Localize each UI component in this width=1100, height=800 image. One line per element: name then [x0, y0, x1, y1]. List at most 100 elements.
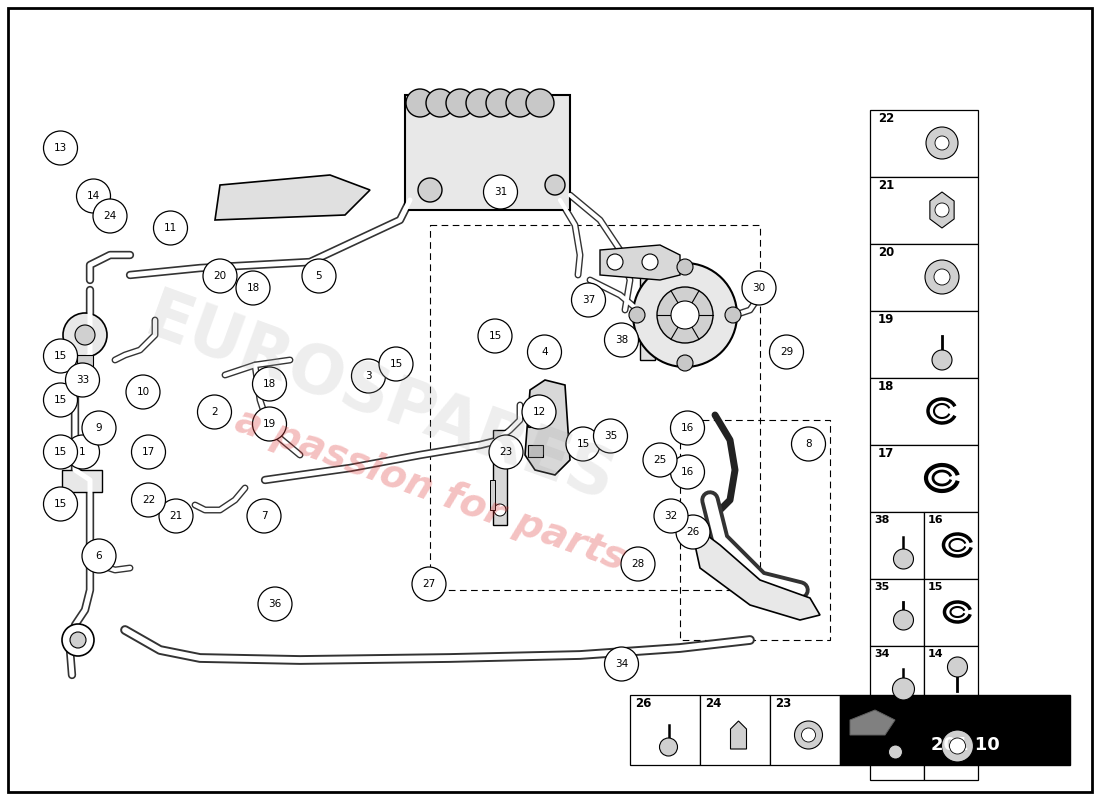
Text: 15: 15: [488, 331, 502, 341]
Bar: [870, 311, 978, 378]
Circle shape: [406, 89, 434, 117]
Text: 7: 7: [261, 511, 267, 521]
Bar: [528, 445, 543, 457]
Text: 16: 16: [681, 423, 694, 433]
Polygon shape: [214, 175, 370, 220]
Circle shape: [44, 435, 77, 469]
Text: 24: 24: [103, 211, 117, 221]
Text: 20: 20: [878, 246, 894, 259]
Bar: [924, 512, 978, 579]
Circle shape: [660, 738, 678, 756]
Circle shape: [258, 587, 292, 621]
Circle shape: [770, 335, 803, 369]
Text: 11: 11: [164, 223, 177, 233]
Polygon shape: [600, 245, 680, 280]
Circle shape: [802, 728, 815, 742]
Circle shape: [926, 127, 958, 159]
Text: 31: 31: [494, 187, 507, 197]
Text: 38: 38: [615, 335, 628, 345]
Circle shape: [671, 301, 698, 329]
Text: 32: 32: [664, 511, 678, 521]
Circle shape: [198, 395, 231, 429]
Bar: [493, 430, 507, 525]
Bar: [77, 355, 94, 367]
Circle shape: [160, 499, 192, 533]
Circle shape: [94, 199, 126, 233]
Circle shape: [942, 730, 974, 762]
Text: 12: 12: [532, 407, 546, 417]
Circle shape: [44, 131, 77, 165]
Text: 13: 13: [54, 143, 67, 153]
Circle shape: [629, 307, 645, 323]
Text: 33: 33: [76, 375, 89, 385]
Circle shape: [594, 419, 627, 453]
Circle shape: [522, 395, 556, 429]
Circle shape: [62, 624, 94, 656]
Text: 34: 34: [874, 649, 890, 659]
Bar: [700, 695, 770, 765]
Circle shape: [236, 271, 270, 305]
Circle shape: [126, 375, 160, 409]
Text: 19: 19: [263, 419, 276, 429]
Circle shape: [935, 203, 949, 217]
Text: 16: 16: [681, 467, 694, 477]
Circle shape: [544, 175, 565, 195]
Text: 10: 10: [136, 387, 150, 397]
Text: 18: 18: [246, 283, 260, 293]
Circle shape: [486, 89, 514, 117]
Text: 23: 23: [776, 697, 791, 710]
Text: 34: 34: [615, 659, 628, 669]
Circle shape: [75, 325, 95, 345]
Circle shape: [792, 427, 825, 461]
Circle shape: [949, 738, 966, 754]
Bar: [870, 445, 978, 512]
Text: 4: 4: [541, 347, 548, 357]
Text: 15: 15: [389, 359, 403, 369]
Circle shape: [607, 254, 623, 270]
Circle shape: [676, 355, 693, 371]
Text: 3: 3: [365, 371, 372, 381]
Circle shape: [605, 323, 638, 357]
Polygon shape: [695, 530, 820, 620]
Text: 21: 21: [878, 179, 894, 192]
Text: 15: 15: [54, 351, 67, 361]
Circle shape: [82, 411, 116, 445]
Polygon shape: [640, 270, 654, 360]
Bar: [528, 415, 543, 427]
Text: 36: 36: [268, 599, 282, 609]
Text: 27: 27: [422, 579, 436, 589]
Circle shape: [671, 455, 704, 489]
Circle shape: [676, 515, 710, 549]
Circle shape: [621, 547, 654, 581]
Bar: [870, 378, 978, 445]
Bar: [870, 512, 924, 579]
Bar: [870, 713, 924, 780]
Circle shape: [947, 657, 968, 677]
Circle shape: [248, 499, 280, 533]
Text: 14: 14: [87, 191, 100, 201]
Circle shape: [642, 254, 658, 270]
Bar: [870, 646, 924, 713]
Circle shape: [506, 89, 534, 117]
Text: 1: 1: [79, 447, 86, 457]
Circle shape: [484, 175, 517, 209]
Circle shape: [935, 136, 949, 150]
Circle shape: [632, 263, 737, 367]
Circle shape: [478, 319, 512, 353]
Circle shape: [466, 89, 494, 117]
Text: 26: 26: [635, 697, 651, 710]
Text: 16: 16: [928, 515, 944, 525]
Text: 20: 20: [213, 271, 227, 281]
Polygon shape: [730, 721, 747, 749]
Text: 24: 24: [705, 697, 722, 710]
Circle shape: [379, 347, 412, 381]
Circle shape: [426, 89, 454, 117]
Text: 15: 15: [54, 499, 67, 509]
Text: 2: 2: [211, 407, 218, 417]
Bar: [924, 713, 978, 780]
Text: 201 10: 201 10: [931, 736, 1000, 754]
Bar: [840, 695, 1070, 765]
Circle shape: [526, 89, 554, 117]
Text: 35: 35: [874, 582, 889, 592]
Text: 30: 30: [752, 283, 766, 293]
